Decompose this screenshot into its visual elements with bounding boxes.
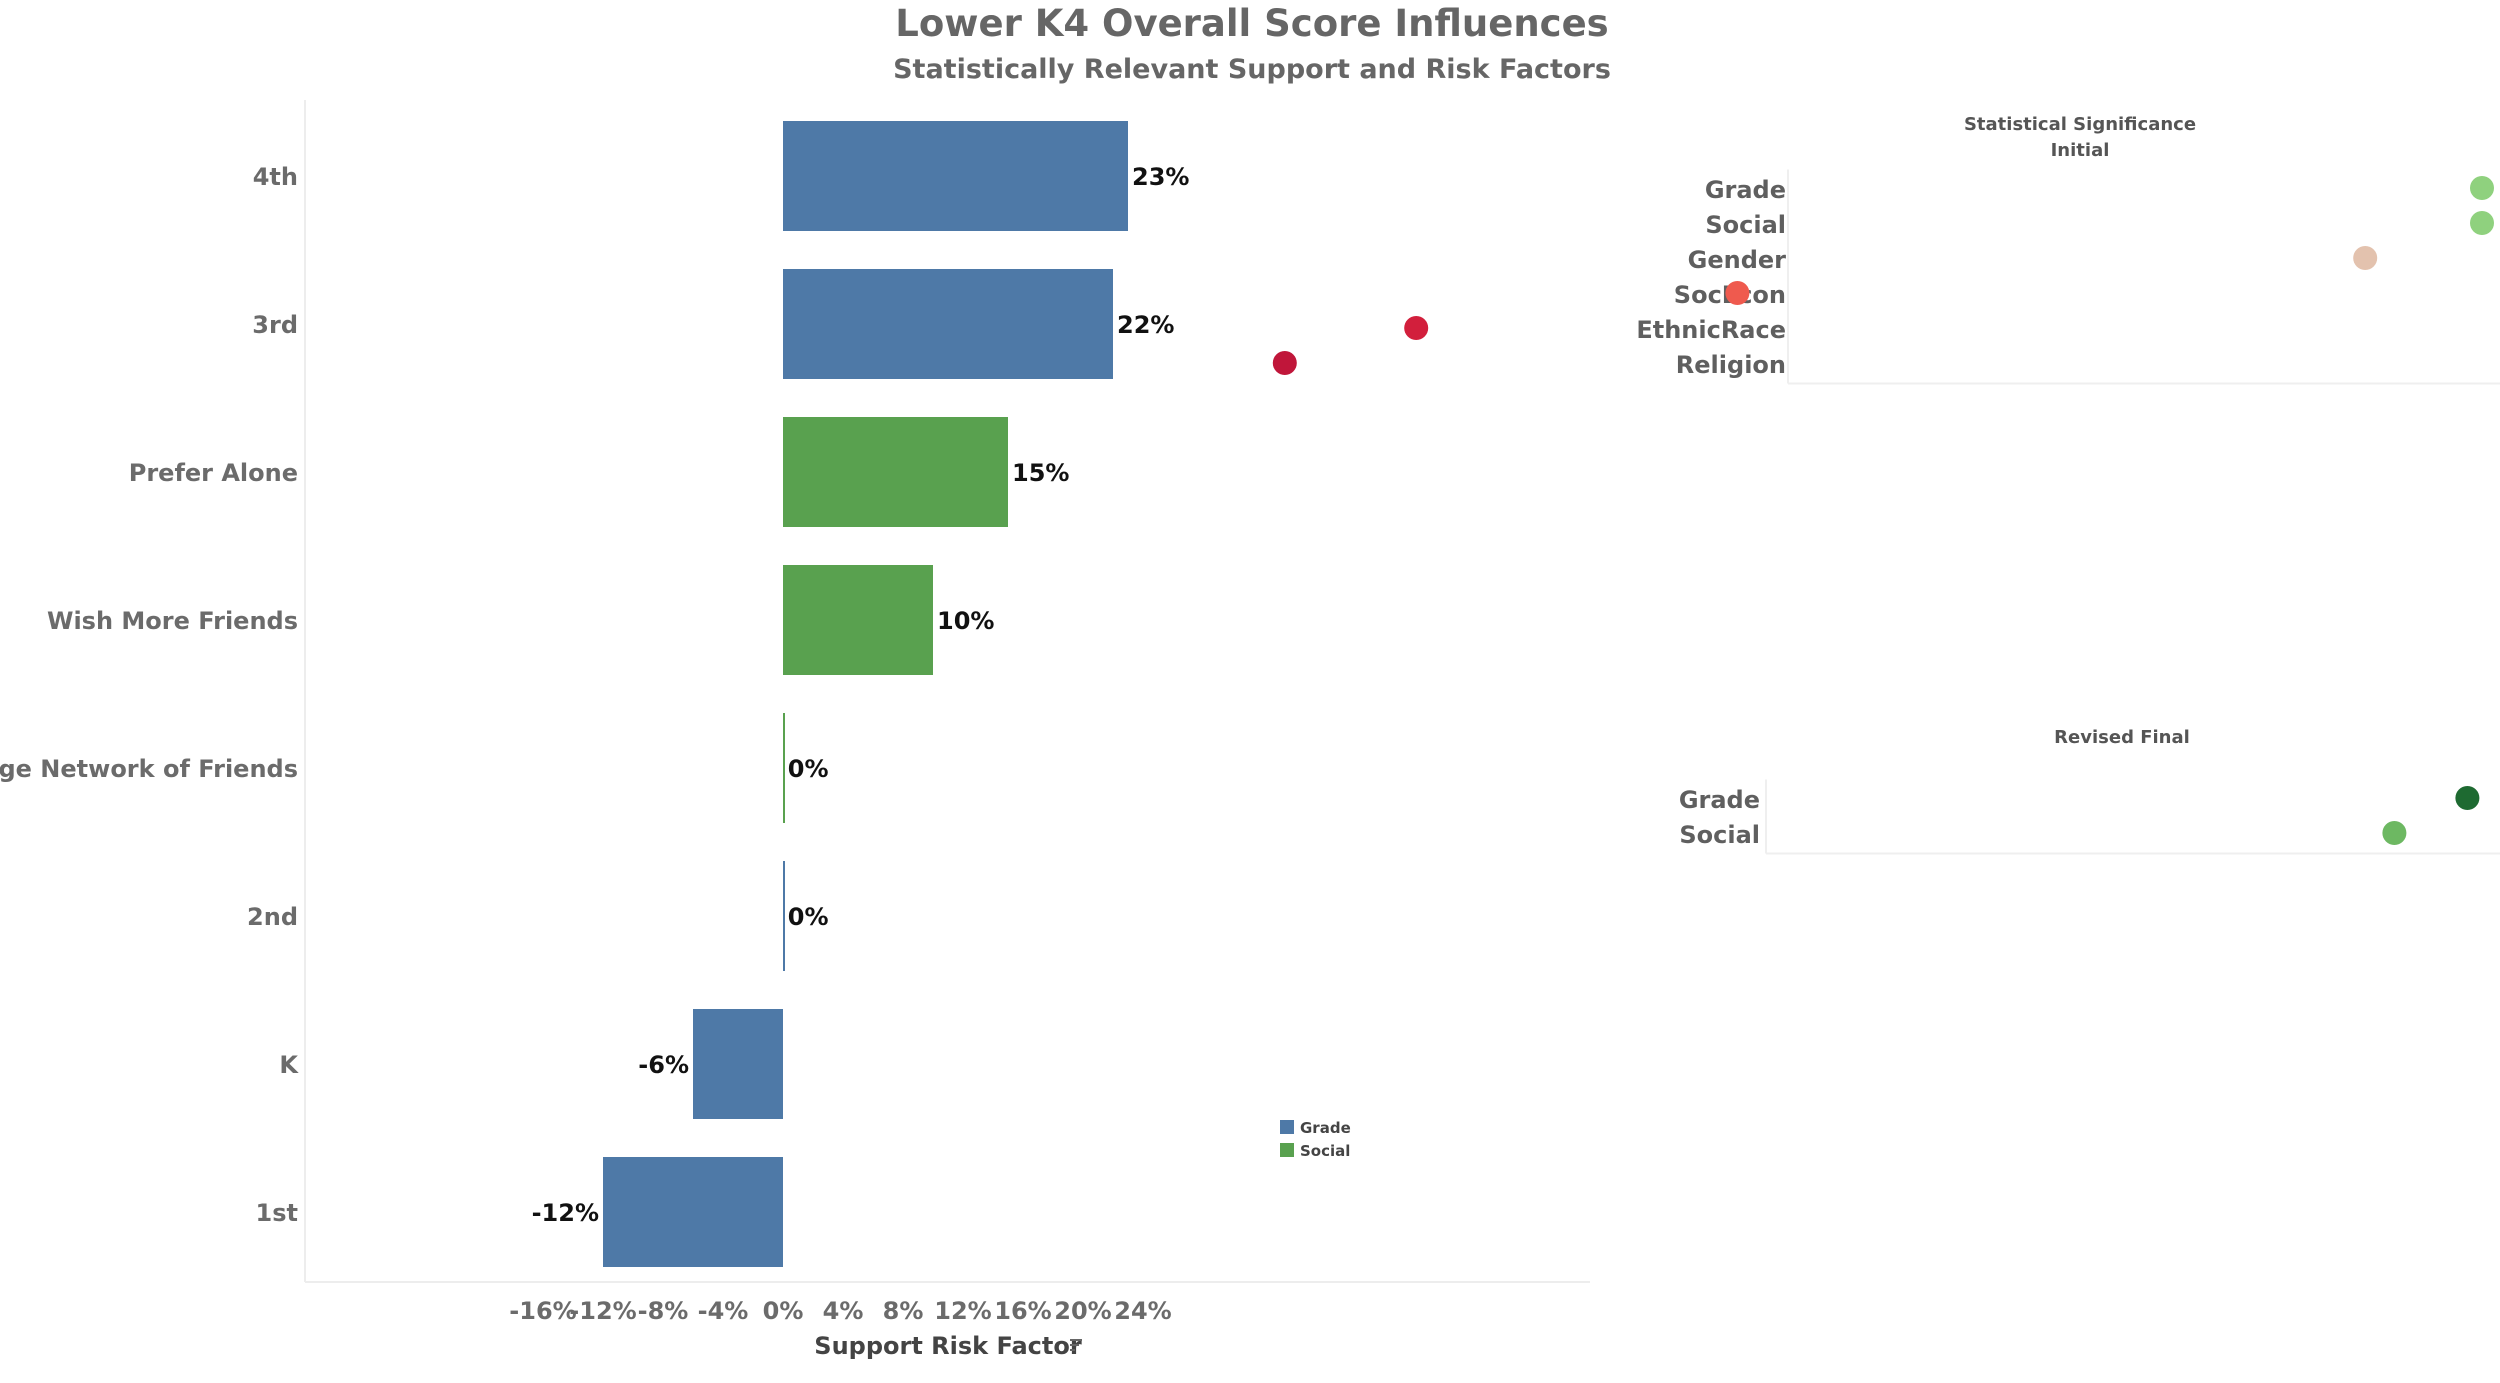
category-label: K [279, 1051, 299, 1079]
significance-label: Gender [1688, 246, 1787, 274]
legend-swatch-social [1280, 1143, 1294, 1157]
x-tick-label: 12% [934, 1297, 991, 1325]
category-label: 4th [253, 163, 298, 191]
x-tick-label: 4% [823, 1297, 864, 1325]
significance-point-gender [2353, 246, 2378, 270]
data-label: 0% [788, 755, 829, 783]
chart-subtitle: Statistically Relevant Support and Risk … [893, 54, 1611, 85]
bar-4th [783, 121, 1128, 231]
legend-label: Grade [1300, 1119, 1351, 1137]
data-label: 10% [937, 607, 994, 635]
panel-title: Statistical Significance [1964, 114, 2196, 135]
category-label: Wish More Friends [47, 607, 298, 635]
category-label: 3rd [252, 311, 298, 339]
x-tick-label: 8% [883, 1297, 924, 1325]
x-tick-label: 24% [1114, 1297, 1171, 1325]
legend-label: Social [1300, 1142, 1350, 1160]
data-label: 23% [1132, 163, 1189, 191]
bar-1st [603, 1157, 783, 1267]
data-label: 15% [1012, 459, 1069, 487]
data-label: -12% [532, 1199, 599, 1227]
category-label: 1st [256, 1199, 298, 1227]
significance-label: Grade [1705, 176, 1786, 204]
data-label: -6% [638, 1051, 689, 1079]
significance-point-ethnicrace [1404, 316, 1429, 340]
significance-point-social [2470, 211, 2494, 235]
x-tick-label: -8% [638, 1297, 689, 1325]
significance-label: EthnicRace [1636, 316, 1786, 344]
bar-3rd [783, 269, 1113, 379]
significance-point-religion [1272, 351, 1297, 375]
x-tick-label: -16% [509, 1297, 576, 1325]
significance-label: Grade [1679, 786, 1760, 814]
significance-point-grade [2470, 176, 2494, 200]
category-label: 2nd [247, 903, 298, 931]
bar-prefer-alone [783, 417, 1008, 527]
bar-2nd [783, 861, 785, 971]
bar-k [693, 1009, 783, 1119]
bar-wish-more-friends [783, 565, 933, 675]
data-label: 22% [1117, 311, 1174, 339]
category-label: Large Network of Friends [0, 755, 298, 783]
x-tick-label: -12% [569, 1297, 636, 1325]
significance-label: Social [1679, 821, 1760, 849]
significance-point-social [2382, 821, 2407, 845]
data-label: 0% [788, 903, 829, 931]
x-tick-label: 20% [1054, 1297, 1111, 1325]
significance-label: Religion [1676, 351, 1786, 379]
significance-point-grade [2455, 786, 2480, 810]
panel-title: Initial [2051, 140, 2110, 161]
significance-label: Social [1705, 211, 1786, 239]
x-tick-label: -4% [698, 1297, 749, 1325]
panel-title: Revised Final [2054, 727, 2190, 748]
legend-swatch-grade [1280, 1120, 1294, 1134]
x-tick-label: 0% [763, 1297, 804, 1325]
significance-point-socecon [1725, 281, 1750, 305]
category-label: Prefer Alone [129, 459, 298, 487]
x-tick-label: 16% [994, 1297, 1051, 1325]
bar-large-network-of-friends [783, 713, 785, 823]
chart-title: Lower K4 Overall Score Influences [895, 2, 1609, 45]
x-axis-title: Support Risk Factor [814, 1332, 1082, 1360]
